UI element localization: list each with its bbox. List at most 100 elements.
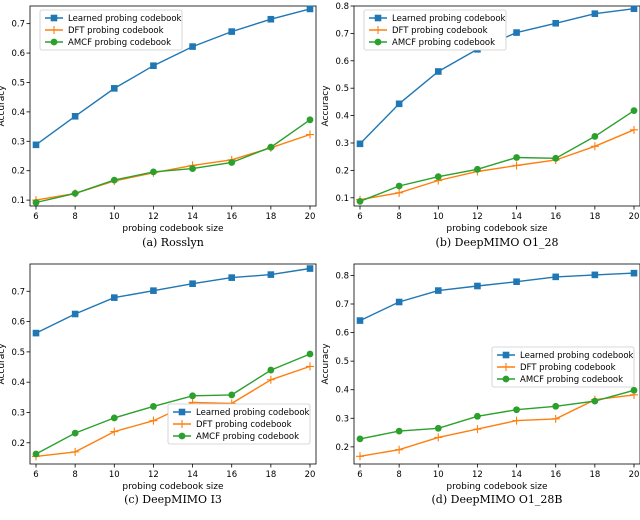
series-learned	[356, 269, 638, 324]
data-point	[395, 100, 403, 108]
plot-frame	[29, 5, 317, 207]
legend-swatch-marker	[50, 26, 58, 34]
x-tick-label: 6	[357, 470, 362, 480]
data-point	[590, 142, 599, 151]
x-tick-label: 18	[265, 470, 276, 480]
legend-swatch-marker	[502, 351, 510, 359]
chart-panel-a: 6 8 10 12 14 16 18 20 0.1 0.2 0.3 0.4 0.5 0.6 0.7 probi…	[0, 5, 317, 249]
x-axis-label: probing codebook size	[122, 224, 224, 234]
data-point	[395, 188, 404, 197]
x-tick-label: 18	[265, 212, 276, 222]
x-tick-label: 10	[433, 470, 444, 480]
data-point	[356, 197, 364, 205]
y-tick-label: 0.4	[11, 108, 25, 118]
y-tick-label: 0.5	[335, 357, 349, 367]
series-amcf	[32, 116, 314, 206]
y-tick-label: 0.8	[335, 271, 349, 281]
legend-box	[39, 9, 183, 51]
data-point	[110, 176, 118, 184]
data-point	[552, 402, 560, 410]
x-tick-label: 12	[148, 212, 159, 222]
data-point	[512, 161, 521, 170]
legend-swatch-marker	[502, 375, 510, 383]
legend-swatch-marker	[50, 14, 58, 22]
legend-label: Learned probing codebook	[520, 351, 634, 361]
data-point	[150, 168, 157, 176]
data-point	[110, 414, 118, 422]
legend-label: Learned probing codebook	[68, 14, 182, 24]
legend-swatch-marker	[374, 14, 382, 22]
legend-label: AMCF probing codebook	[520, 375, 623, 385]
y-tick-label: 0.7	[335, 300, 349, 310]
figure-caption: (c) DeepMIMO I3	[124, 493, 222, 506]
data-point	[189, 165, 196, 173]
data-point	[356, 317, 364, 324]
data-point	[150, 287, 157, 294]
x-axis-label: probing codebook size	[446, 224, 548, 234]
y-axis-label: Accuracy	[0, 343, 7, 385]
y-tick-label: 0.2	[11, 439, 25, 449]
series-line	[359, 110, 635, 202]
x-tick-label: 14	[187, 212, 198, 222]
data-point	[474, 412, 481, 420]
data-point	[267, 366, 275, 374]
x-tick-label: 16	[226, 470, 237, 480]
y-tick-label: 0.3	[335, 414, 349, 424]
series-dft	[356, 390, 638, 461]
legend-swatch-marker	[178, 432, 186, 440]
y-tick-label: 0.5	[11, 348, 25, 358]
data-point	[306, 116, 314, 124]
y-tick-label: 0.2	[335, 443, 349, 453]
legend: Learned probing codebook DFT probing code…	[491, 346, 635, 388]
data-point	[150, 403, 157, 410]
x-tick-label: 12	[148, 470, 159, 480]
data-point	[189, 392, 196, 400]
legend-swatch-marker	[50, 38, 58, 46]
y-tick-label: 0.3	[335, 139, 349, 149]
data-point	[395, 298, 403, 306]
y-tick-label: 0.4	[335, 386, 349, 396]
series-line	[35, 119, 311, 204]
data-point	[630, 125, 638, 134]
y-tick-label: 0.2	[11, 167, 25, 177]
chart-panel-c: 6 8 10 12 14 16 18 20 0.2 0.3 0.4 0.5 0.6 0.7 probing …	[0, 263, 317, 506]
y-tick-label: 0.4	[335, 112, 349, 122]
series-line	[359, 394, 635, 457]
legend-label: Learned probing codebook	[196, 408, 310, 418]
x-tick-label: 20	[305, 470, 316, 480]
data-point	[552, 273, 560, 281]
x-axis-label: probing codebook size	[122, 482, 224, 492]
x-tick-label: 6	[357, 212, 362, 222]
data-point	[356, 452, 364, 461]
data-point	[591, 133, 599, 140]
data-point	[395, 427, 403, 435]
data-point	[149, 416, 158, 425]
x-tick-label: 10	[109, 212, 120, 222]
data-point	[356, 435, 364, 443]
series-learned	[32, 265, 314, 337]
data-point	[306, 5, 314, 13]
y-axis-label: Accuracy	[321, 343, 331, 385]
series-amcf	[356, 386, 638, 443]
data-point	[306, 362, 314, 371]
x-tick-label: 14	[511, 470, 522, 480]
plot-frame	[353, 5, 640, 207]
figure-caption: (a) Rosslyn	[142, 236, 204, 249]
data-point	[32, 199, 40, 206]
x-tick-label: 8	[72, 470, 77, 480]
data-point	[434, 173, 442, 181]
data-point	[71, 310, 79, 318]
data-point	[513, 154, 520, 161]
data-point	[110, 427, 119, 436]
legend-swatch-marker	[178, 408, 186, 416]
series-line	[35, 133, 311, 201]
x-tick-label: 14	[511, 212, 522, 222]
plot-frame	[29, 263, 317, 465]
x-tick-label: 6	[33, 212, 38, 222]
data-point	[228, 159, 236, 166]
figure-caption: (d) DeepMIMO O1_28B	[432, 493, 563, 506]
x-tick-label: 14	[187, 470, 198, 480]
series-line	[35, 353, 311, 455]
x-tick-label: 20	[629, 470, 640, 480]
